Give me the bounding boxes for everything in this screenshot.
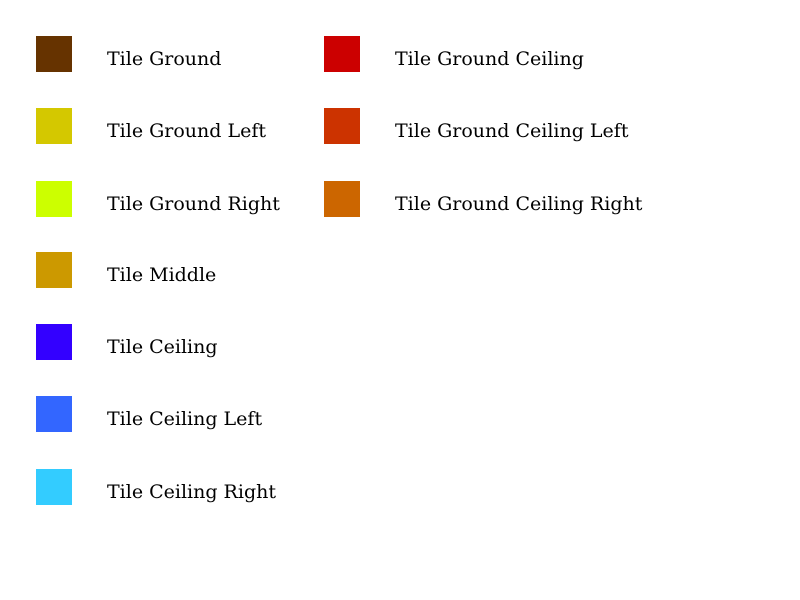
legend-item-tile-middle: Tile Middle (36, 252, 396, 288)
color-swatch (36, 469, 72, 505)
color-swatch (324, 36, 360, 72)
legend-label: Tile Ceiling (107, 336, 218, 358)
legend-label: Tile Ceiling Left (107, 408, 263, 430)
legend-item-tile-ground-ceiling: Tile Ground Ceiling (324, 36, 684, 72)
color-swatch (324, 108, 360, 144)
legend-label: Tile Ground Ceiling Right (395, 193, 643, 215)
legend-item-tile-ground-ceiling-right: Tile Ground Ceiling Right (324, 181, 684, 217)
legend-label: Tile Ground Right (107, 193, 280, 215)
legend-label: Tile Ground Ceiling Left (395, 120, 629, 142)
legend-item-tile-ground: Tile Ground (36, 36, 396, 72)
legend-item-tile-ceiling-left: Tile Ceiling Left (36, 396, 396, 432)
legend-item-tile-ground-left: Tile Ground Left (36, 108, 396, 144)
color-swatch (36, 108, 72, 144)
color-swatch (36, 36, 72, 72)
legend-label: Tile Ground (107, 48, 222, 70)
legend-label: Tile Middle (107, 264, 217, 286)
legend-item-tile-ground-ceiling-left: Tile Ground Ceiling Left (324, 108, 684, 144)
legend-item-tile-ground-right: Tile Ground Right (36, 181, 396, 217)
color-swatch (324, 181, 360, 217)
color-swatch (36, 181, 72, 217)
color-swatch (36, 252, 72, 288)
legend-label: Tile Ceiling Right (107, 481, 276, 503)
color-swatch (36, 324, 72, 360)
legend-item-tile-ceiling-right: Tile Ceiling Right (36, 469, 396, 505)
color-swatch (36, 396, 72, 432)
legend-item-tile-ceiling: Tile Ceiling (36, 324, 396, 360)
legend-label: Tile Ground Ceiling (395, 48, 584, 70)
legend-label: Tile Ground Left (107, 120, 267, 142)
